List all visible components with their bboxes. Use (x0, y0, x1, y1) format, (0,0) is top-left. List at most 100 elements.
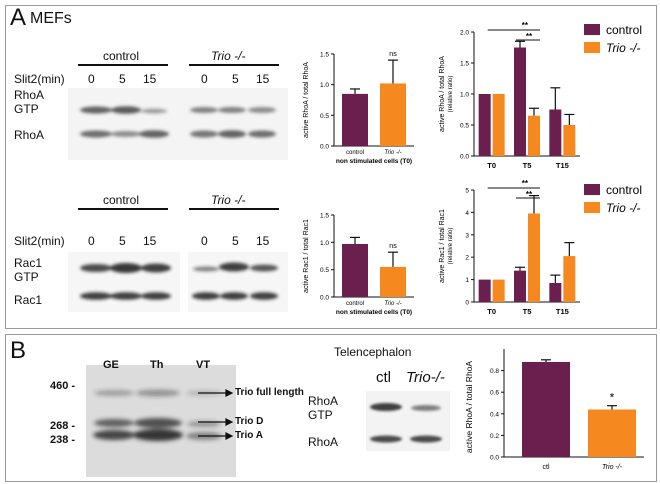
panel-b: B GE Th VT 460 - 268 - 238 - (5, 334, 657, 482)
group-label-control: control (103, 193, 140, 207)
col-label-trio: Trio-/- (406, 369, 445, 386)
band-label-line: GTP (308, 408, 333, 422)
time-label: 15 (143, 72, 157, 86)
y-tick-label: 4 (465, 210, 469, 217)
category-label: ctl (543, 464, 550, 471)
chart-rhoa-t0: 0.0 0.5 1.0 1.5 control Trio -/- ns non stimula… (303, 51, 414, 165)
bar (380, 83, 406, 146)
bar (528, 115, 540, 156)
time-label: 15 (256, 234, 270, 248)
significance-label: ns (389, 243, 397, 250)
time-label: 5 (232, 234, 239, 248)
band-label-rhoa: RhoA (14, 128, 45, 142)
category-label: control (346, 301, 364, 307)
y-tick-label: 1.0 (320, 240, 329, 247)
significance-label: ** (526, 32, 533, 41)
band-trio-d: Trio D (235, 416, 264, 427)
chart-rac1-time: 0 1 2 3 4 5 T0 T5 T15 ** ** active Rac1 / total Rac… (439, 179, 642, 316)
category-label: T5 (523, 307, 532, 316)
y-tick-label: 0.4 (490, 411, 499, 418)
y-tick-label: 1.5 (320, 52, 329, 59)
significance-label: ** (522, 21, 529, 30)
bar (342, 243, 368, 297)
category-label: T15 (556, 307, 569, 316)
band-label-rhoa-gtp: RhoA GTP (14, 88, 44, 116)
lane-label-ge: GE (103, 359, 119, 371)
time-label: 5 (119, 234, 126, 248)
chart-rac1-t0: 0.0 0.5 1.0 1.5 control Trio -/- ns non stimula… (303, 213, 414, 316)
y-tick-label: 3 (465, 232, 469, 239)
y-tick-label: 0.5 (460, 123, 469, 130)
band-trio-full: Trio full length (235, 387, 304, 398)
y-tick-label: 0.2 (490, 433, 499, 440)
y-tick-label: 0.0 (320, 144, 329, 151)
y-tick-label: 0.5 (320, 267, 329, 274)
panel-a: A MEFs control Trio -/- Slit2(min) 0 5 1… (5, 4, 657, 329)
bar (549, 109, 562, 156)
category-label: T5 (523, 161, 532, 170)
y-axis-label: active Rac1 / total Rac1 (303, 219, 310, 293)
y-tick-label: 2 (465, 255, 469, 262)
y-axis-label: active Rac1 / total Rac1 (439, 209, 446, 283)
y-tick-label: 1.0 (320, 82, 329, 89)
lane-label-th: Th (150, 359, 164, 371)
legend-swatch (584, 184, 600, 195)
legend-label: Trio -/- (606, 41, 640, 55)
bar (514, 47, 526, 156)
band-label-line: GTP (14, 270, 39, 284)
marker-238: 238 - (50, 434, 76, 446)
time-label: 5 (232, 72, 239, 86)
y-tick-label: 1 (465, 277, 469, 284)
band-label-rac1-gtp: Rac1 GTP (14, 256, 42, 284)
band-label-rhoa-gtp: RhoA GTP (308, 394, 338, 422)
blot-image-top (68, 88, 288, 160)
group-line-left (78, 208, 168, 210)
time-label: 15 (256, 72, 270, 86)
legend-swatch (584, 202, 600, 213)
category-label: T15 (556, 161, 569, 170)
group-label-trio: Trio -/- (211, 49, 246, 63)
y-tick-label: 0.0 (460, 154, 469, 161)
significance-label: ** (526, 190, 533, 199)
y-tick-label: 5 (465, 188, 469, 195)
time-label: 0 (88, 234, 95, 248)
band-label-line: RhoA (14, 88, 45, 102)
legend-swatch (584, 24, 600, 35)
y-tick-label: 1.5 (460, 61, 469, 68)
category-label: Trio -/- (384, 150, 401, 156)
significance-label: * (610, 391, 615, 405)
slit-row-label: Slit2(min) (14, 234, 65, 248)
y-tick-label: 2.0 (460, 30, 469, 37)
gel-figure: GE Th VT 460 - 268 - 238 - Trio full len… (26, 335, 316, 481)
bar (478, 279, 491, 302)
band-label-line: GTP (14, 102, 39, 116)
category-label: control (346, 150, 364, 156)
telencephalon-title: Telencephalon (334, 345, 412, 359)
group-label-control: control (103, 49, 140, 63)
band-label-rac1: Rac1 (14, 293, 43, 307)
time-label: 0 (201, 72, 208, 86)
band-label-line: RhoA (308, 394, 339, 408)
chart-tel-rhoa: 0.0 0.2 0.4 0.6 0.8 ctl Trio -/- * active RhoA /… (464, 349, 644, 471)
panel-a-letter: A (10, 4, 27, 31)
band-label-rhoa: RhoA (308, 435, 339, 449)
group-line-left (78, 64, 168, 66)
bar (492, 279, 505, 302)
category-label: Trio -/- (384, 301, 401, 307)
y-axis-label: active RhoA / total RhoA (439, 56, 446, 132)
y-axis-label: active RhoA / total RhoA (464, 361, 474, 453)
legend-swatch (584, 42, 600, 53)
category-label: Trio -/- (602, 464, 623, 471)
time-label: 0 (201, 234, 208, 248)
bar (492, 94, 505, 156)
bar (514, 270, 526, 302)
blot-bottom: control Trio -/- Slit2(min) 0 5 15 0 5 1… (6, 176, 288, 326)
bar (478, 94, 491, 156)
significance-label: ns (389, 51, 397, 58)
bar (563, 125, 576, 156)
group-line-right (189, 64, 279, 66)
telencephalon-blot: Telencephalon ctl Trio-/- RhoA GTP RhoA (306, 335, 456, 481)
category-label: T0 (487, 307, 496, 316)
legend-label: control (606, 183, 642, 197)
y-tick-label: 1.5 (320, 213, 329, 220)
